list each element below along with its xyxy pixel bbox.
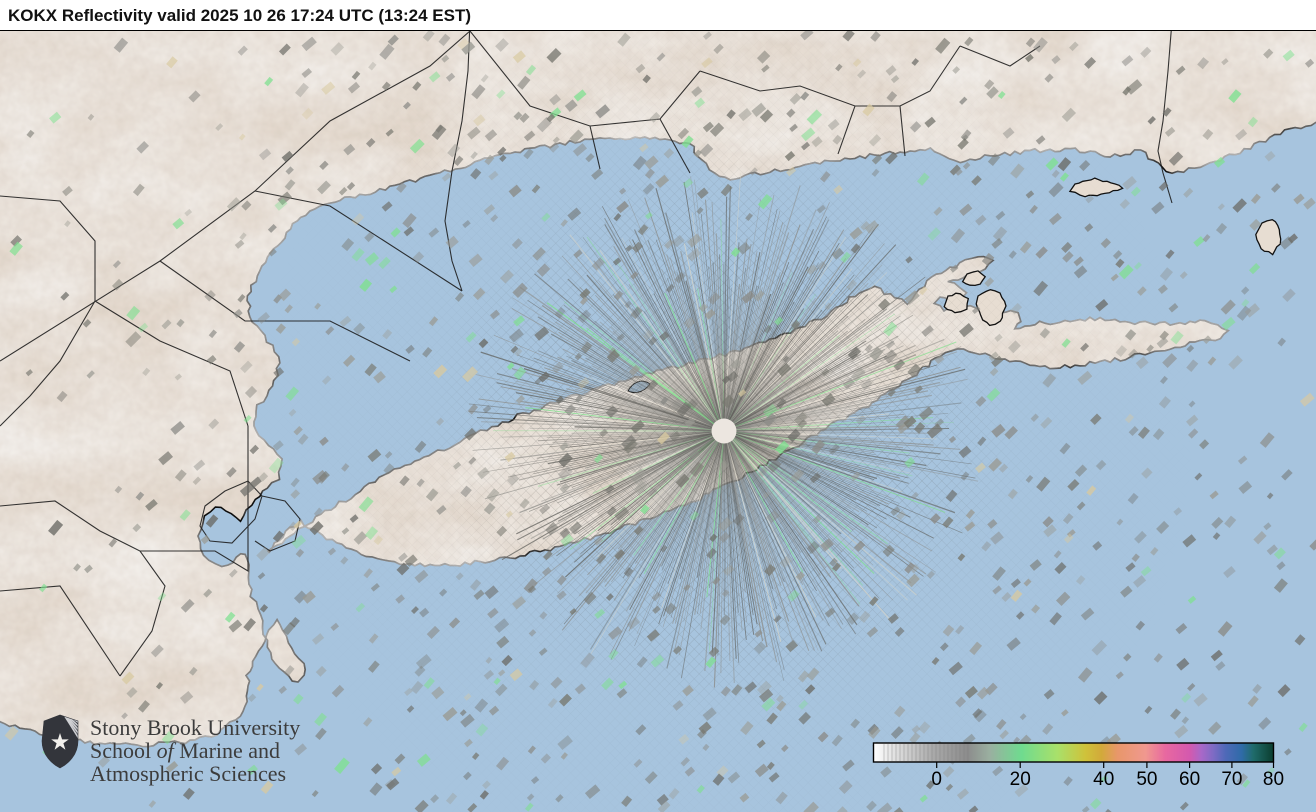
svg-text:80: 80 [1263, 769, 1284, 790]
svg-text:0: 0 [931, 769, 942, 790]
svg-text:70: 70 [1221, 769, 1242, 790]
svg-text:40: 40 [1093, 769, 1114, 790]
svg-text:60: 60 [1179, 769, 1200, 790]
svg-text:Atmospheric Sciences: Atmospheric Sciences [90, 761, 286, 786]
svg-text:20: 20 [1010, 769, 1031, 790]
svg-text:Stony Brook University: Stony Brook University [90, 715, 300, 740]
svg-text:School of Marine and: School of Marine and [90, 738, 280, 763]
svg-text:50: 50 [1136, 769, 1157, 790]
